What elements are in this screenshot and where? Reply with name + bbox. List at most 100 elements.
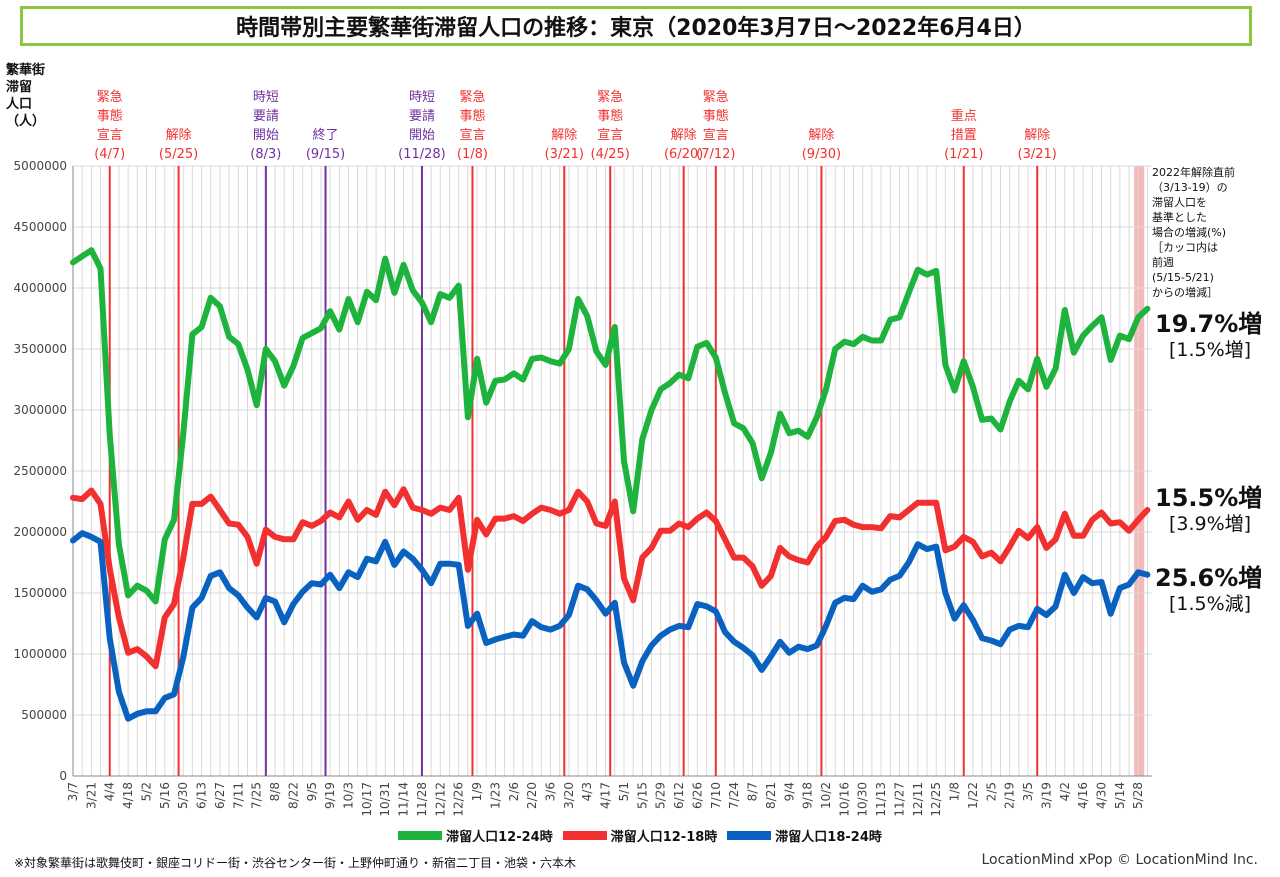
event-label: 解除 (671, 128, 697, 143)
event-label: (7/12) (696, 147, 735, 162)
x-tick-label: 10/17 (360, 782, 374, 817)
event-label: 事態 (459, 108, 485, 124)
x-tick-label: 12/11 (911, 782, 925, 817)
event-label: 要請 (253, 109, 279, 124)
x-tick-label: 4/3 (580, 782, 594, 801)
x-tick-label: 11/14 (397, 782, 411, 817)
x-tick-label: 4/30 (1094, 782, 1108, 809)
event-label: (5/25) (159, 147, 198, 162)
x-tick-label: 9/18 (801, 782, 815, 809)
event-label: 時短 (409, 90, 435, 105)
x-tick-label: 9/5 (305, 782, 319, 801)
y-tick-label: 2000000 (14, 525, 67, 539)
event-label: 事態 (703, 108, 729, 124)
x-tick-label: 10/3 (341, 782, 355, 809)
x-tick-label: 3/19 (1039, 782, 1053, 809)
y-tick-label: 5000000 (14, 159, 67, 173)
event-label: 時短 (253, 90, 279, 105)
x-tick-label: 4/4 (103, 782, 117, 801)
x-tick-label: 12/25 (929, 782, 943, 817)
x-tick-label: 7/25 (250, 782, 264, 809)
x-tick-label: 7/24 (727, 782, 741, 809)
x-tick-label: 5/16 (158, 782, 172, 809)
event-label: (9/15) (306, 147, 345, 162)
x-tick-label: 1/23 (488, 782, 502, 809)
footnote: ※対象繁華街は歌舞伎町・銀座コリドー街・渋谷センター街・上野仲町通り・新宿二丁目… (14, 856, 577, 870)
end-label-blue: 25.6%増 [1.5%減] (1155, 564, 1262, 616)
legend-swatch-red (562, 831, 607, 840)
event-label: 緊急 (97, 90, 123, 105)
event-label: (3/21) (1018, 147, 1057, 162)
x-tick-label: 2/5 (984, 782, 998, 801)
event-label: 解除 (1024, 128, 1050, 143)
credit: LocationMind xPop © LocationMind Inc. (981, 852, 1258, 868)
x-tick-label: 3/20 (562, 782, 576, 809)
series-line-blue (70, 530, 1151, 722)
x-tick-label: 9/19 (323, 782, 337, 809)
x-tick-label: 12/26 (452, 782, 466, 817)
event-label: (1/8) (457, 147, 488, 162)
x-tick-label: 5/1 (617, 782, 631, 801)
x-tick-label: 10/16 (837, 782, 851, 817)
x-tick-label: 8/21 (764, 782, 778, 809)
x-tick-label: 10/30 (856, 782, 870, 817)
x-tick-label: 1/22 (966, 782, 980, 809)
event-label: 解除 (551, 128, 577, 143)
reference-note: 2022年解除直前 （3/13-19）の 滞留人口を 基準とした 場合の増減(%… (1152, 166, 1235, 299)
y-tick-label: 3500000 (14, 342, 67, 356)
series-line-red (70, 486, 1151, 670)
chart-title: 時間帯別主要繁華街滞留人口の推移：東京（2020年3月7日〜2022年6月4日） (20, 6, 1252, 46)
legend-swatch-blue (727, 831, 772, 840)
y-axis-label: 繁華街 滞留 人口 （人） (6, 63, 46, 129)
x-tick-label: 3/21 (84, 782, 98, 809)
event-label: (4/25) (591, 147, 630, 162)
event-label: 解除 (166, 128, 192, 143)
end-label-red-main: 15.5%増 (1155, 484, 1263, 512)
event-label: 緊急 (459, 90, 485, 105)
y-tick-label: 1500000 (14, 586, 67, 600)
event-label: 宣言 (97, 127, 123, 143)
x-tick-label: 11/13 (874, 782, 888, 817)
event-label: 事態 (97, 108, 123, 124)
x-tick-label: 11/27 (892, 782, 906, 817)
x-tick-label: 8/22 (286, 782, 300, 809)
x-tick-label: 2/6 (507, 782, 521, 801)
x-tick-label: 4/18 (121, 782, 135, 809)
y-tick-label: 2500000 (14, 464, 67, 478)
series-line-green (70, 247, 1151, 605)
x-tick-label: 6/13 (195, 782, 209, 809)
x-tick-label: 5/2 (139, 782, 153, 801)
end-label-red-sub: [3.9%増] (1169, 513, 1252, 535)
event-label: 宣言 (703, 127, 729, 143)
x-tick-label: 5/14 (1113, 782, 1127, 809)
event-label: 措置 (951, 128, 977, 143)
y-tick-label: 4000000 (14, 281, 67, 295)
x-tick-label: 12/12 (433, 782, 447, 817)
x-tick-label: 11/28 (415, 782, 429, 817)
event-label: 緊急 (597, 90, 623, 105)
event-label: 要請 (409, 109, 435, 124)
x-tick-label: 9/4 (782, 782, 796, 801)
end-label-green-sub: [1.5%増] (1169, 339, 1252, 361)
x-tick-label: 4/2 (1058, 782, 1072, 801)
legend-item-green: 滞留人口12-24時 (398, 826, 553, 845)
x-tick-label: 8/8 (268, 782, 282, 801)
event-label: (1/21) (944, 147, 983, 162)
end-label-blue-main: 25.6%増 (1155, 564, 1263, 592)
end-label-green-main: 19.7%増 (1155, 310, 1263, 338)
x-tick-label: 4/16 (1076, 782, 1090, 809)
event-label: (8/3) (250, 147, 281, 162)
x-tick-label: 10/2 (819, 782, 833, 809)
event-label: 緊急 (703, 90, 729, 105)
x-tick-label: 5/29 (654, 782, 668, 809)
end-label-green: 19.7%増 [1.5%増] (1155, 310, 1262, 362)
legend-item-blue: 滞留人口18-24時 (727, 826, 882, 845)
event-label: 開始 (409, 128, 435, 143)
x-tick-label: 1/9 (470, 782, 484, 801)
y-tick-label: 3000000 (14, 403, 67, 417)
event-label: (11/28) (398, 147, 446, 162)
event-label: (6/20) (664, 147, 703, 162)
x-tick-label: 7/10 (709, 782, 723, 809)
event-label: 終了 (313, 127, 339, 143)
